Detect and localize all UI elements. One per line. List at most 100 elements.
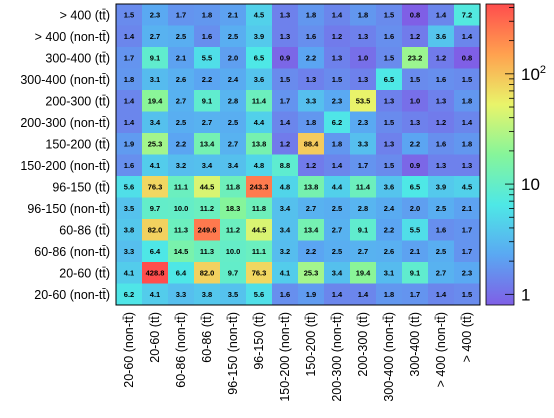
heatmap-cell <box>402 111 429 134</box>
heatmap-cell <box>194 133 221 155</box>
heatmap-cell <box>376 154 403 177</box>
heatmap-cell <box>194 262 221 284</box>
x-tick-label: 200-300 (non-tt̄) <box>330 312 344 402</box>
cell-value-label: 5.5 <box>202 53 212 62</box>
cell-value-label: 4.1 <box>150 290 160 299</box>
cell-value-label: 2.1 <box>410 247 420 256</box>
heatmap-cell <box>142 68 169 91</box>
heatmap-cell <box>168 219 195 241</box>
heatmap-cell <box>350 25 377 48</box>
cell-value-label: 1.4 <box>332 290 343 299</box>
heatmap-cell <box>350 283 377 306</box>
heatmap-cell <box>376 25 403 48</box>
y-tick-label: 96-150 (non-tt̄) <box>27 202 110 216</box>
x-tick-label: 60-86 (tt̄) <box>200 312 214 363</box>
heatmap-cell <box>454 262 481 284</box>
heatmap-cell <box>402 4 429 26</box>
heatmap-cell <box>116 133 143 155</box>
y-tick-label: 300-400 (non-tt̄) <box>20 73 110 87</box>
heatmap-cell <box>298 240 325 263</box>
heatmap-cell <box>298 4 325 26</box>
y-tick-label: 150-200 (tt̄) <box>45 137 110 151</box>
cell-value-label: 4.8 <box>254 161 264 170</box>
heatmap-cell <box>376 176 403 198</box>
cell-value-label: 1.3 <box>462 161 472 170</box>
cell-value-label: 1.9 <box>306 290 316 299</box>
heatmap-cell <box>272 176 299 198</box>
cell-value-label: 1.3 <box>358 32 368 41</box>
cell-value-label: 1.3 <box>280 10 290 19</box>
heatmap-cell <box>246 283 273 306</box>
heatmap-cell <box>350 197 377 220</box>
heatmap-cell <box>350 90 377 112</box>
heatmap-cell <box>324 47 351 69</box>
colorbar-tick-label: 102 <box>521 64 546 84</box>
cell-value-label: 2.3 <box>332 96 342 105</box>
cell-value-label: 3.8 <box>202 290 212 299</box>
cell-value-label: 3.3 <box>176 290 186 299</box>
heatmap-cell <box>428 283 455 306</box>
cell-value-label: 1.4 <box>332 10 343 19</box>
colorbar-tick-label: 10 <box>521 175 540 194</box>
x-tick-label: 96-150 (tt̄) <box>252 312 266 370</box>
heatmap-cell <box>298 133 325 155</box>
heatmap-cell <box>298 219 325 241</box>
x-tick-label: 150-200 (tt̄) <box>304 312 318 377</box>
cell-value-label: 3.4 <box>280 225 291 234</box>
cell-value-label: 3.2 <box>280 247 290 256</box>
cell-value-label: 3.1 <box>384 268 394 277</box>
cell-value-label: 10.0 <box>174 204 189 213</box>
cell-value-label: 1.5 <box>462 75 472 84</box>
heatmap-cell <box>194 197 221 220</box>
cell-value-label: 428.8 <box>146 268 165 277</box>
cell-value-label: 2.4 <box>384 204 395 213</box>
y-tick-labels: > 400 (tt̄) > 400 (non-tt̄) 300-400 (tt̄) 3… <box>20 8 110 302</box>
heatmap-cell <box>116 197 143 220</box>
heatmap-cell <box>220 197 247 220</box>
cell-value-label: 3.4 <box>280 204 291 213</box>
heatmap-cell <box>428 90 455 112</box>
cell-value-label: 2.1 <box>176 53 186 62</box>
heatmap-cell <box>454 25 481 48</box>
heatmap-cell <box>428 262 455 284</box>
heatmap-cell <box>194 240 221 263</box>
heatmap-cell <box>168 68 195 91</box>
cell-value-label: 0.9 <box>280 53 290 62</box>
heatmap-cell <box>376 68 403 91</box>
heatmap-cell <box>116 25 143 48</box>
heatmap-cell <box>454 4 481 26</box>
heatmap-cell <box>246 262 273 284</box>
heatmap-cell <box>376 4 403 26</box>
cell-value-label: 0.8 <box>410 10 420 19</box>
cell-value-label: 1.7 <box>462 225 472 234</box>
heatmap-cell <box>350 219 377 241</box>
heatmap-cell <box>220 262 247 284</box>
cell-value-label: 1.4 <box>436 290 447 299</box>
cell-value-label: 1.5 <box>462 290 472 299</box>
heatmap-cell <box>220 219 247 241</box>
heatmap-cell <box>350 47 377 69</box>
cell-value-label: 1.7 <box>124 53 134 62</box>
heatmap-cell <box>350 262 377 284</box>
cell-value-label: 1.2 <box>436 118 446 127</box>
heatmap-cell <box>324 133 351 155</box>
cell-value-label: 82.0 <box>148 225 163 234</box>
heatmap-cell <box>376 197 403 220</box>
cell-value-label: 1.6 <box>436 75 446 84</box>
cell-value-label: 1.6 <box>202 32 212 41</box>
heatmap-cell <box>246 240 273 263</box>
heatmap-cell <box>220 133 247 155</box>
heatmap-cell <box>246 4 273 26</box>
cell-value-label: 11.3 <box>174 225 188 234</box>
cell-value-label: 1.6 <box>436 139 446 148</box>
heatmap-cell <box>246 176 273 198</box>
heatmap-cell <box>272 133 299 155</box>
cells-layer: 1.5 2.3 1.7 1.8 2.1 4.5 1.3 1.8 1.4 1.8 1.5 0.8 1.4 7… <box>116 4 481 306</box>
y-tick-label: 200-300 (non-tt̄) <box>20 116 110 130</box>
heatmap-cell <box>350 111 377 134</box>
cell-value-label: 3.9 <box>254 32 264 41</box>
cell-value-label: 2.7 <box>436 268 446 277</box>
heatmap-cell <box>194 111 221 134</box>
cell-value-label: 1.2 <box>436 53 446 62</box>
